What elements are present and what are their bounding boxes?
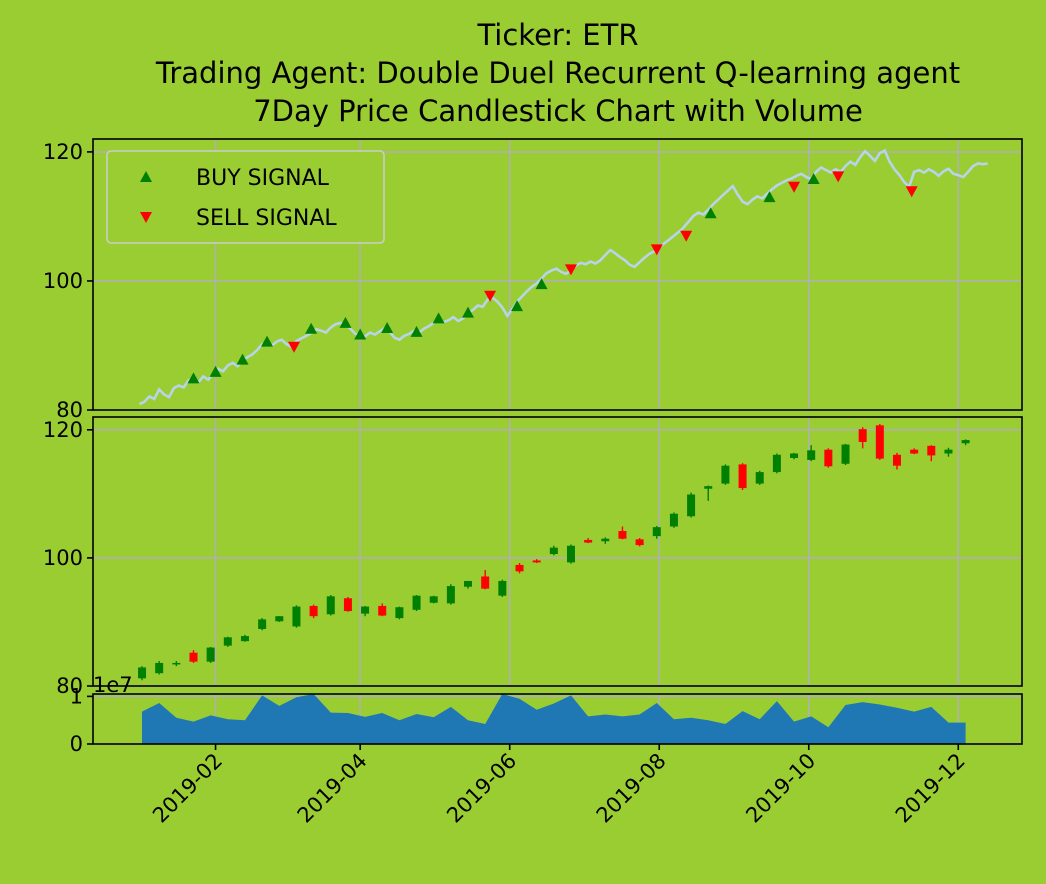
sell-signal-marker [788,181,801,193]
candle-body-down [378,605,387,616]
volume-panel: 0 1 1e7 [70,673,1023,756]
buy-signal-marker [704,207,717,219]
candle-body-down [892,454,901,466]
volume-ytick-label: 0 [70,732,83,756]
candle-body-up [721,465,730,484]
candle-ytick-label: 100 [43,546,83,570]
buy-signal-marker [354,328,367,340]
sell-signal-marker [832,171,845,183]
candle-body-down [858,429,867,442]
candle-body-up [566,545,575,563]
buy-signal-marker [339,316,352,328]
candle-frame [92,416,1023,687]
candle-body-up [292,606,301,627]
candle-body-up [464,580,473,587]
sell-signal-marker [680,230,693,242]
candle-body-up [601,538,610,542]
sell-signal-marker [564,264,577,276]
candle-body-up [326,596,335,615]
chart-title-line-2: Trading Agent: Double Duel Recurrent Q-l… [155,56,960,90]
buy-signal-marker [807,173,820,185]
buy-signal-marker [511,300,524,312]
candle-body-down [309,605,318,617]
candle-body-up [549,547,558,555]
buy-signal-marker [535,278,548,290]
candle-body-down [584,539,593,543]
candle-body-up [258,619,267,629]
candle-ytick-label: 80 [56,674,83,698]
sell-signal-marker [287,341,300,353]
signal-legend: BUY SIGNAL SELL SIGNAL [106,150,385,244]
legend-buy-label: BUY SIGNAL [196,166,330,191]
price-ytick-label: 80 [56,398,83,422]
candle-body-down [532,560,541,563]
volume-area [142,694,966,744]
candle-body-up [223,637,232,646]
candle-body-up [790,453,799,458]
candle-body-up [395,607,404,619]
sell-signal-marker [905,186,918,198]
legend-sell-label: SELL SIGNAL [196,206,337,231]
candle-body-up [240,636,249,642]
legend-buy-marker [140,171,152,182]
volume-frame [92,693,1023,745]
price-line [138,148,988,406]
candle-body-down [738,464,747,489]
candle-body-up [412,595,421,610]
candle-body-up [361,606,370,614]
candle-body-up [755,472,764,484]
candle-body-up [944,449,953,454]
candle-body-up [807,450,816,460]
price-ytick-label: 100 [43,269,83,293]
candle-body-up [704,486,713,489]
sell-signal-marker [650,244,663,256]
candle-body-up [687,494,696,517]
candle-body-up [669,513,678,527]
candle-body-up [841,444,850,464]
candle-body-up [961,440,970,444]
candle-body-up [138,667,147,679]
candle-body-down [189,652,198,662]
sell-signal-marker [484,290,497,302]
buy-signal-marker [381,322,394,334]
buy-signal-marker [763,191,776,203]
buy-signal-marker [187,372,200,384]
candle-body-up [498,580,507,596]
candle-body-up [652,527,661,537]
candlestick-panel: 80 100 120 [43,416,1023,698]
price-ytick-label: 120 [43,140,83,164]
candle-body-up [155,662,164,674]
buy-signal-marker [261,335,274,347]
candle-body-up [446,586,455,604]
buy-signal-marker [305,322,318,334]
candle-body-down [635,539,644,546]
buy-signal-marker [410,325,423,337]
candle-body-down [618,531,627,539]
buy-signal-marker [462,306,475,318]
candle-body-down [481,576,490,589]
candle-body-down [515,564,524,572]
candle-body-down [875,425,884,459]
candle-body-up [275,616,284,622]
candle-body-down [824,449,833,467]
candle-body-down [927,445,936,456]
legend-box [106,150,385,244]
volume-ytick-label: 1 [70,684,83,708]
price-frame [92,138,1023,411]
buy-signal-marker [209,365,222,377]
chart-title-line-1: Ticker: ETR [476,18,638,52]
chart-title-line-3: 7Day Price Candlestick Chart with Volume [253,94,863,128]
buy-signal-marker [432,312,445,324]
candle-body-up [772,454,781,473]
legend-sell-marker [140,212,152,223]
candle-ytick-label: 120 [43,418,83,442]
candle-body-up [172,662,181,665]
volume-offset-label: 1e7 [93,673,133,697]
candle-body-down [343,598,352,612]
candle-body-up [206,647,215,662]
candle-body-up [429,596,438,603]
candle-body-down [910,449,919,454]
buy-signal-marker [236,353,249,365]
